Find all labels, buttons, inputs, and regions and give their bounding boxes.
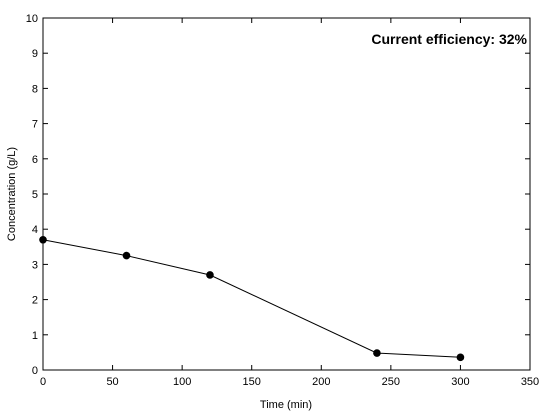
axis-tick-labels: 0 50 100 150 200 250 300 350 0 1 2 3 4 5 6 7 8 9 10 xyxy=(26,13,539,388)
series-line xyxy=(42,239,461,358)
y-tick-label: 5 xyxy=(32,189,38,201)
data-point xyxy=(39,235,47,244)
x-tick-label: 300 xyxy=(451,376,469,388)
y-tick-label: 9 xyxy=(32,48,38,60)
y-tick-label: 1 xyxy=(32,330,38,342)
plot-area-frame xyxy=(42,17,531,371)
y-tick-label: 10 xyxy=(26,13,38,25)
y-tick-label: 4 xyxy=(32,224,38,236)
x-tick-label: 250 xyxy=(382,376,400,388)
y-tick-label: 2 xyxy=(32,295,38,307)
data-point xyxy=(373,349,381,357)
y-tick-label: 3 xyxy=(32,259,38,271)
data-point xyxy=(456,353,465,362)
x-tick-label: 200 xyxy=(312,376,330,388)
data-point xyxy=(122,251,131,260)
y-tick-label: 0 xyxy=(32,365,38,377)
x-axis-title: Time (min) xyxy=(260,399,312,411)
y-tick-label: 6 xyxy=(32,154,38,166)
x-tick-label: 0 xyxy=(40,376,46,388)
x-tick-label: 150 xyxy=(243,376,261,388)
x-tick-label: 50 xyxy=(106,376,118,388)
y-tick-label: 7 xyxy=(32,119,38,131)
data-point xyxy=(206,271,214,279)
x-tick-label: 100 xyxy=(173,376,191,388)
axis-ticks xyxy=(42,17,531,371)
series-points xyxy=(39,235,465,362)
current-efficiency-annotation: Current efficiency: 32% xyxy=(371,31,527,47)
x-tick-label: 350 xyxy=(521,376,539,388)
series-lines xyxy=(42,239,461,358)
y-axis-title: Concentration (g/L) xyxy=(6,147,18,241)
y-tick-label: 8 xyxy=(32,83,38,95)
